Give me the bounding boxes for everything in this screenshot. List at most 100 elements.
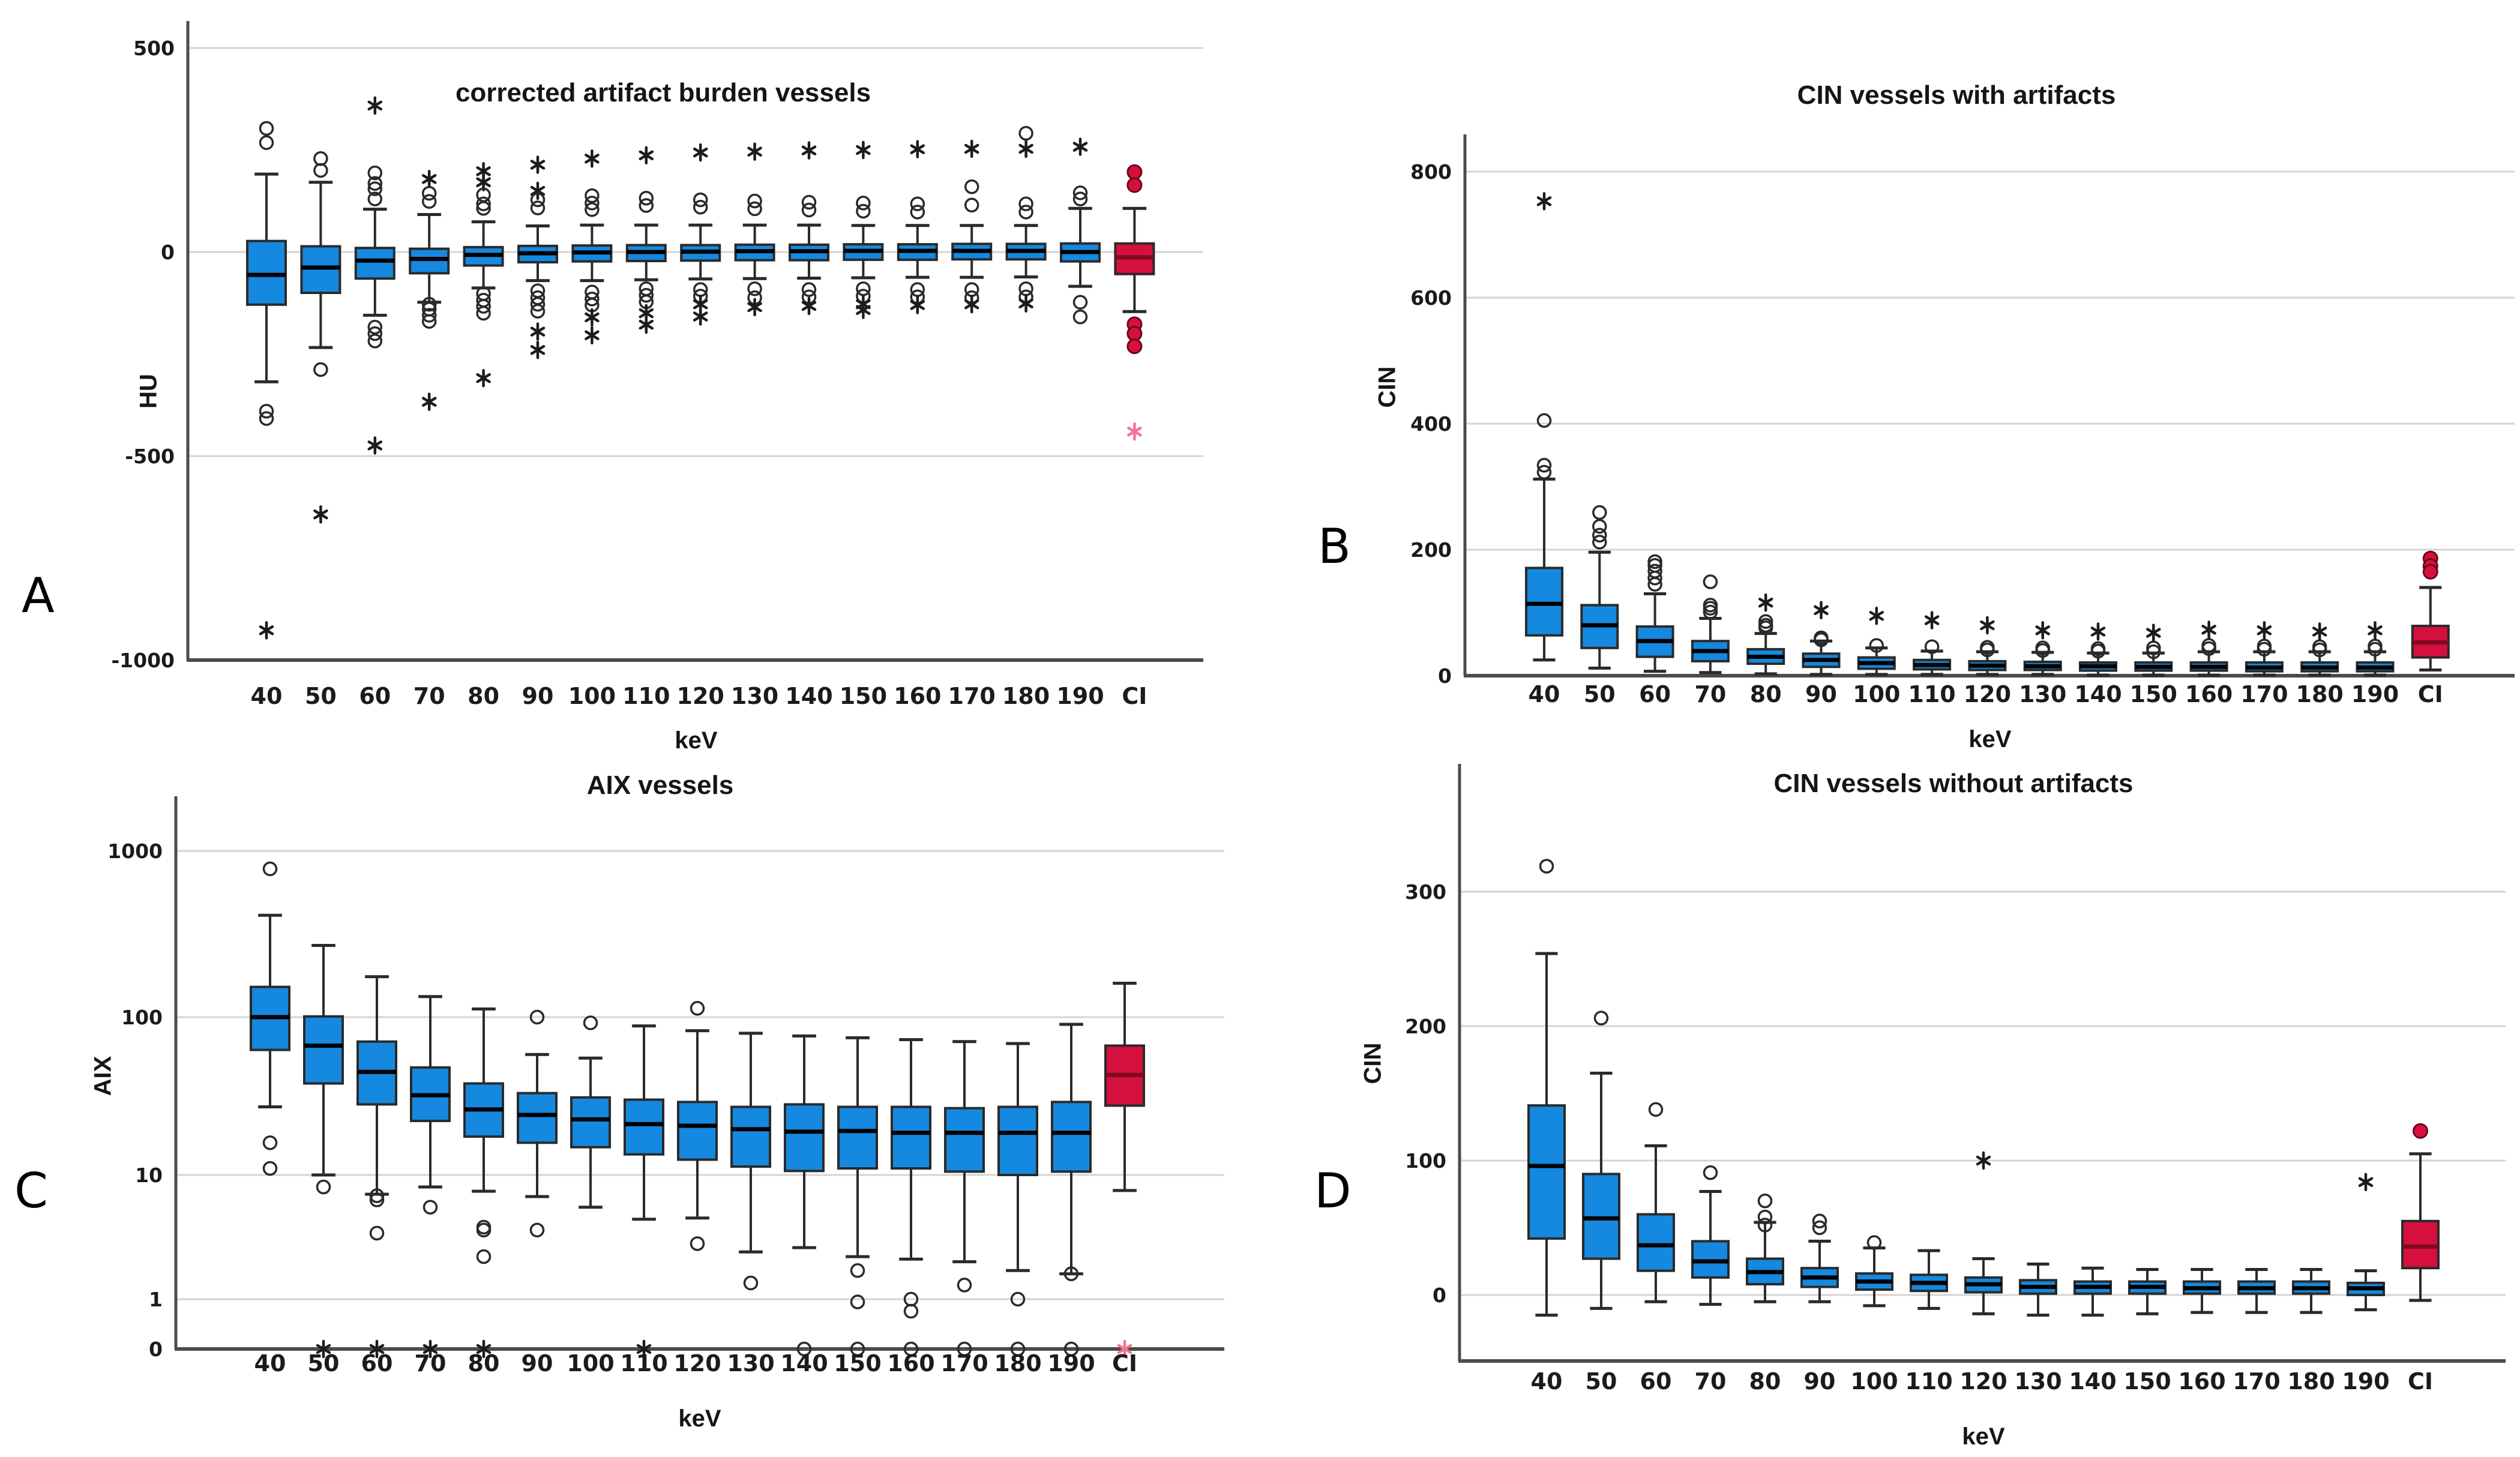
outlier-circle — [1703, 604, 1718, 620]
svg-text:170: 170 — [2240, 681, 2288, 707]
outlier-circle — [262, 861, 278, 877]
boxplot-D-60 — [1637, 1102, 1675, 1303]
svg-text:170: 170 — [940, 1350, 988, 1377]
svg-text:0: 0 — [161, 241, 175, 264]
boxplot-D-180 — [2292, 1267, 2330, 1314]
svg-text:160: 160 — [2185, 681, 2233, 707]
boxplot-C-180 — [997, 1042, 1038, 1357]
boxplot-D-100 — [1855, 1235, 1893, 1308]
svg-text:80: 80 — [468, 683, 499, 709]
svg-text:10: 10 — [135, 1164, 163, 1187]
svg-text:800: 800 — [1410, 160, 1452, 184]
outlier-circle — [796, 1341, 812, 1357]
outlier-circle — [585, 202, 600, 217]
outlier-circle — [476, 196, 491, 212]
svg-text:190: 190 — [1047, 1350, 1095, 1377]
outlier-dot — [2413, 1123, 2428, 1139]
svg-text:CI: CI — [1122, 683, 1147, 709]
boxplot-A-60 — [354, 96, 395, 455]
panel-a-title: corrected artifact burden vessels — [455, 78, 871, 107]
outlier-circle — [367, 165, 383, 181]
svg-text:150: 150 — [834, 1350, 881, 1377]
svg-text:60: 60 — [359, 683, 391, 709]
outlier-circle — [476, 299, 491, 314]
svg-text:100: 100 — [1850, 1368, 1898, 1395]
boxplot-D-170 — [2237, 1267, 2276, 1314]
svg-text:160: 160 — [887, 1350, 934, 1377]
svg-text:180: 180 — [994, 1350, 1041, 1377]
svg-text:40: 40 — [1531, 1368, 1563, 1395]
panel-c-y-axis-label: AIX — [89, 1056, 116, 1096]
boxplot-C-100 — [570, 1015, 611, 1209]
outlier-circle — [369, 1225, 385, 1241]
outlier-circle — [2368, 641, 2383, 657]
boxplot-B-170 — [2245, 621, 2284, 677]
outlier-circle — [2090, 643, 2106, 659]
outlier-circle — [259, 411, 274, 426]
svg-text:-500: -500 — [125, 445, 175, 468]
outlier-circle — [1866, 1235, 1882, 1250]
outlier-circle — [850, 1294, 865, 1309]
outlier-dot — [1126, 164, 1143, 180]
outlier-circle — [367, 319, 383, 335]
outlier-circle — [1018, 196, 1033, 212]
svg-text:180: 180 — [2287, 1368, 2335, 1395]
outlier-circle — [2312, 642, 2327, 658]
svg-text:170: 170 — [2233, 1368, 2280, 1395]
panel-D-plot: 300 200 100 0 40 50 60 70 80 90 100 110 120 130 140 150… — [1405, 764, 2506, 1395]
svg-text:110: 110 — [1905, 1368, 1952, 1395]
svg-text:80: 80 — [1749, 1368, 1781, 1395]
outlier-circle — [1758, 620, 1773, 635]
svg-text:90: 90 — [1804, 1368, 1836, 1395]
boxplot-A-40 — [246, 121, 287, 640]
boxplot-D-130 — [2019, 1262, 2057, 1317]
outlier-circle — [259, 403, 274, 419]
boxplot-C-190 — [1051, 1023, 1092, 1357]
boxplot-C-40 — [250, 861, 290, 1176]
svg-text:50: 50 — [308, 1350, 340, 1377]
svg-text:60: 60 — [1640, 1368, 1672, 1395]
svg-text:150: 150 — [2123, 1368, 2171, 1395]
boxplot-C-110 — [624, 1024, 664, 1359]
svg-text:200: 200 — [1410, 538, 1452, 562]
outlier-circle — [747, 281, 762, 296]
outlier-circle — [850, 1341, 865, 1357]
boxplot-B-160 — [2189, 620, 2228, 677]
boxplot-A-140 — [789, 141, 829, 316]
svg-text:40: 40 — [254, 1350, 286, 1377]
outlier-circle — [2201, 641, 2216, 656]
outlier-circle — [801, 282, 817, 297]
svg-text:40: 40 — [1529, 681, 1560, 707]
outlier-circle — [316, 1179, 331, 1195]
outlier-circle — [1592, 518, 1607, 534]
outlier-circle — [1647, 577, 1662, 592]
outlier-circle — [1536, 413, 1552, 428]
svg-text:CI: CI — [2418, 681, 2443, 707]
panel-c-x-axis-label: keV — [678, 1405, 721, 1432]
svg-text:0: 0 — [1433, 1284, 1446, 1307]
svg-text:140: 140 — [2069, 1368, 2116, 1395]
panel-b-y-axis-label: CIN — [1374, 366, 1401, 408]
boxplot-C-160 — [891, 1038, 931, 1357]
boxplot-B-130 — [2023, 621, 2062, 676]
svg-text:70: 70 — [413, 683, 445, 709]
svg-text:120: 120 — [673, 1350, 721, 1377]
outlier-circle — [856, 196, 871, 211]
outlier-dot — [1126, 338, 1143, 355]
outlier-circle — [585, 188, 600, 203]
boxplot-D-160 — [2183, 1267, 2221, 1314]
panel-d-letter: D — [1314, 1163, 1352, 1219]
outlier-circle — [801, 202, 817, 218]
svg-text:160: 160 — [2178, 1368, 2225, 1395]
outlier-circle — [530, 200, 546, 215]
boxplot-B-110 — [1913, 611, 1952, 676]
outlier-circle — [1814, 632, 1829, 647]
outlier-dot — [1126, 326, 1143, 341]
outlier-circle — [856, 281, 871, 296]
outlier-circle — [801, 194, 817, 210]
outlier-circle — [259, 121, 274, 136]
outlier-circle — [1703, 574, 1718, 589]
boxplot-A-100 — [571, 149, 613, 344]
boxplot-C-50 — [303, 944, 344, 1359]
